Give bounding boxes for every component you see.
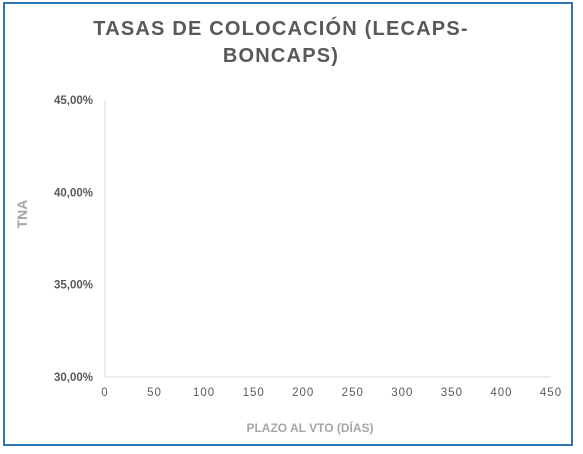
x-tick-label: 450 <box>540 387 562 399</box>
x-tick-labels: 0 50 100 150 200 250 300 350 400 450 <box>101 387 562 399</box>
y-tick-label: 45,00% <box>54 95 93 107</box>
x-tick-label: 200 <box>292 387 314 399</box>
x-tick-label: 250 <box>342 387 364 399</box>
y-tick-label: 40,00% <box>54 187 93 199</box>
y-tick-labels: 30,00% 35,00% 40,00% 45,00% <box>54 95 93 384</box>
chart-title-line-2: BONCAPS) <box>223 45 339 67</box>
x-tick-label: 100 <box>193 387 215 399</box>
x-tick-label: 150 <box>243 387 265 399</box>
y-axis-title: TNA <box>14 200 30 229</box>
x-tick-label: 350 <box>441 387 463 399</box>
x-axis-title: PLAZO AL VTO (DÍAS) <box>246 420 373 435</box>
y-tick-label: 30,00% <box>54 372 93 384</box>
x-tick-label: 50 <box>147 387 162 399</box>
chart-frame <box>3 2 573 446</box>
x-tick-label: 0 <box>101 387 108 399</box>
chart-title-line-1: TASAS DE COLOCACIÓN (LECAPS- <box>93 16 468 40</box>
y-tick-label: 35,00% <box>54 280 93 292</box>
x-tick-label: 400 <box>490 387 512 399</box>
x-tick-label: 300 <box>391 387 413 399</box>
